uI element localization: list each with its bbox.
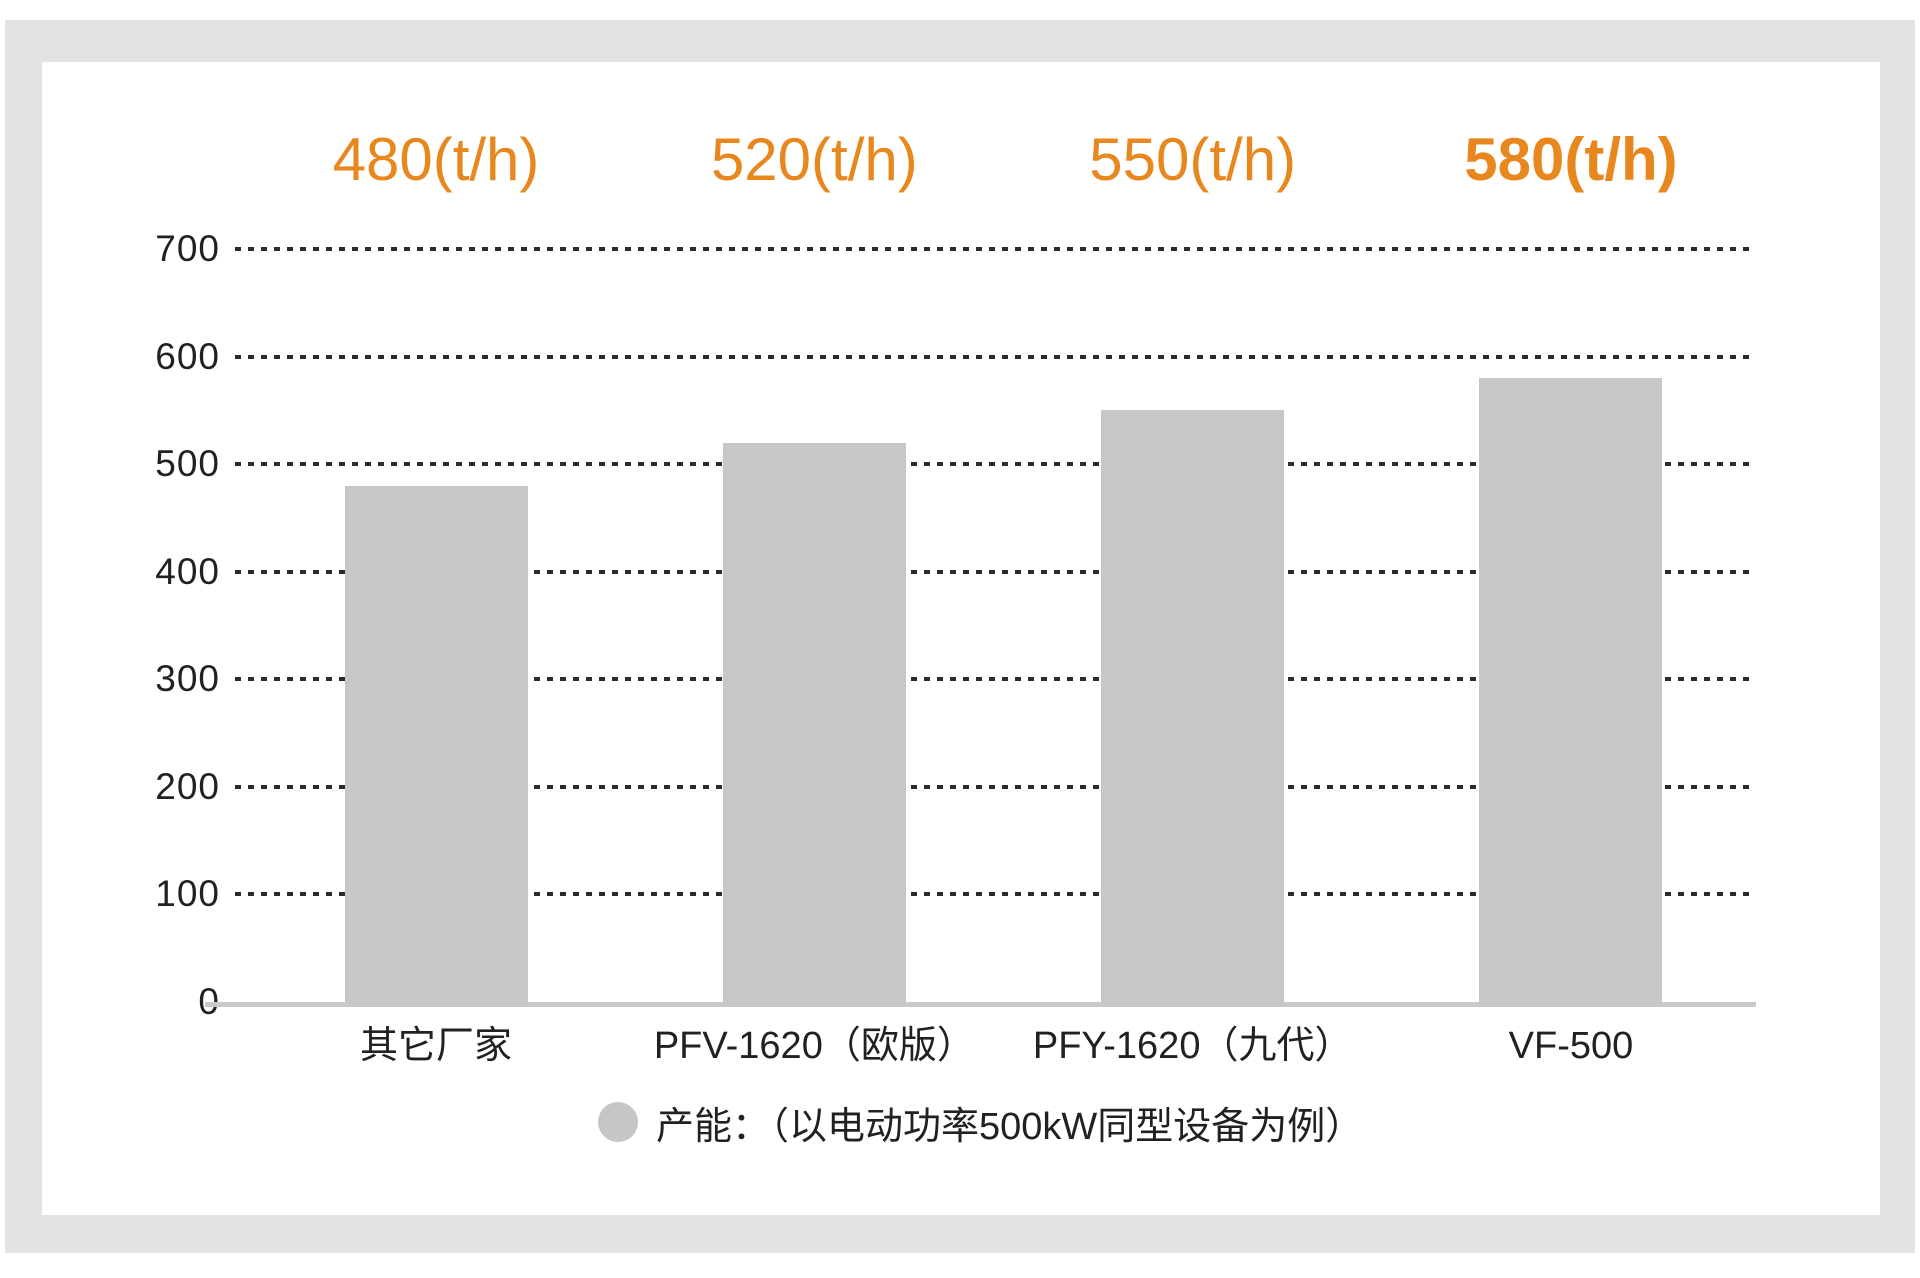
value-label-2: 520(t/h) xyxy=(710,126,918,193)
chart-frame: 0100200300400500600700 480(t/h)其它厂家520(t… xyxy=(5,20,1915,1253)
y-tick-label-300: 300 xyxy=(155,658,220,700)
value-label-3: 550(t/h) xyxy=(1089,126,1297,193)
gridline-500 xyxy=(235,462,1756,467)
category-label-3: PFY-1620（九代） xyxy=(1032,1025,1353,1067)
y-tick-label-0: 0 xyxy=(0,980,220,1024)
legend-label: 产能：（以电动功率500kW同型设备为例） xyxy=(656,1105,1364,1148)
gridline-300 xyxy=(235,677,1756,682)
gridline-700 xyxy=(235,247,1756,251)
y-tick-label-100: 100 xyxy=(155,873,220,915)
y-tick-label-600: 600 xyxy=(155,335,220,377)
category-label-1: 其它厂家 xyxy=(359,1025,512,1067)
bar-2 xyxy=(722,442,906,1006)
gridline-100 xyxy=(235,892,1756,897)
gridline-200 xyxy=(235,784,1756,789)
y-tick-label-500: 500 xyxy=(155,443,220,485)
bar-1 xyxy=(344,485,528,1006)
value-label-1: 480(t/h) xyxy=(332,126,540,193)
bar-3 xyxy=(1101,410,1285,1006)
x-axis-baseline xyxy=(205,1002,1756,1007)
category-label-2: PFV-1620（欧版） xyxy=(653,1025,975,1067)
category-label-4: VF-500 xyxy=(1508,1025,1634,1067)
bar-4 xyxy=(1479,378,1663,1006)
legend-circle-marker xyxy=(598,1102,638,1142)
gridline-400 xyxy=(235,569,1756,574)
gridline-600 xyxy=(235,354,1756,359)
y-tick-label-700: 700 xyxy=(155,228,220,269)
y-tick-label-200: 200 xyxy=(155,765,220,807)
y-tick-label-400: 400 xyxy=(155,550,220,592)
value-label-4: 580(t/h) xyxy=(1464,126,1678,193)
chart-panel: 0100200300400500600700 480(t/h)其它厂家520(t… xyxy=(42,62,1880,1215)
legend: 产能：（以电动功率500kW同型设备为例） xyxy=(598,1096,1363,1148)
